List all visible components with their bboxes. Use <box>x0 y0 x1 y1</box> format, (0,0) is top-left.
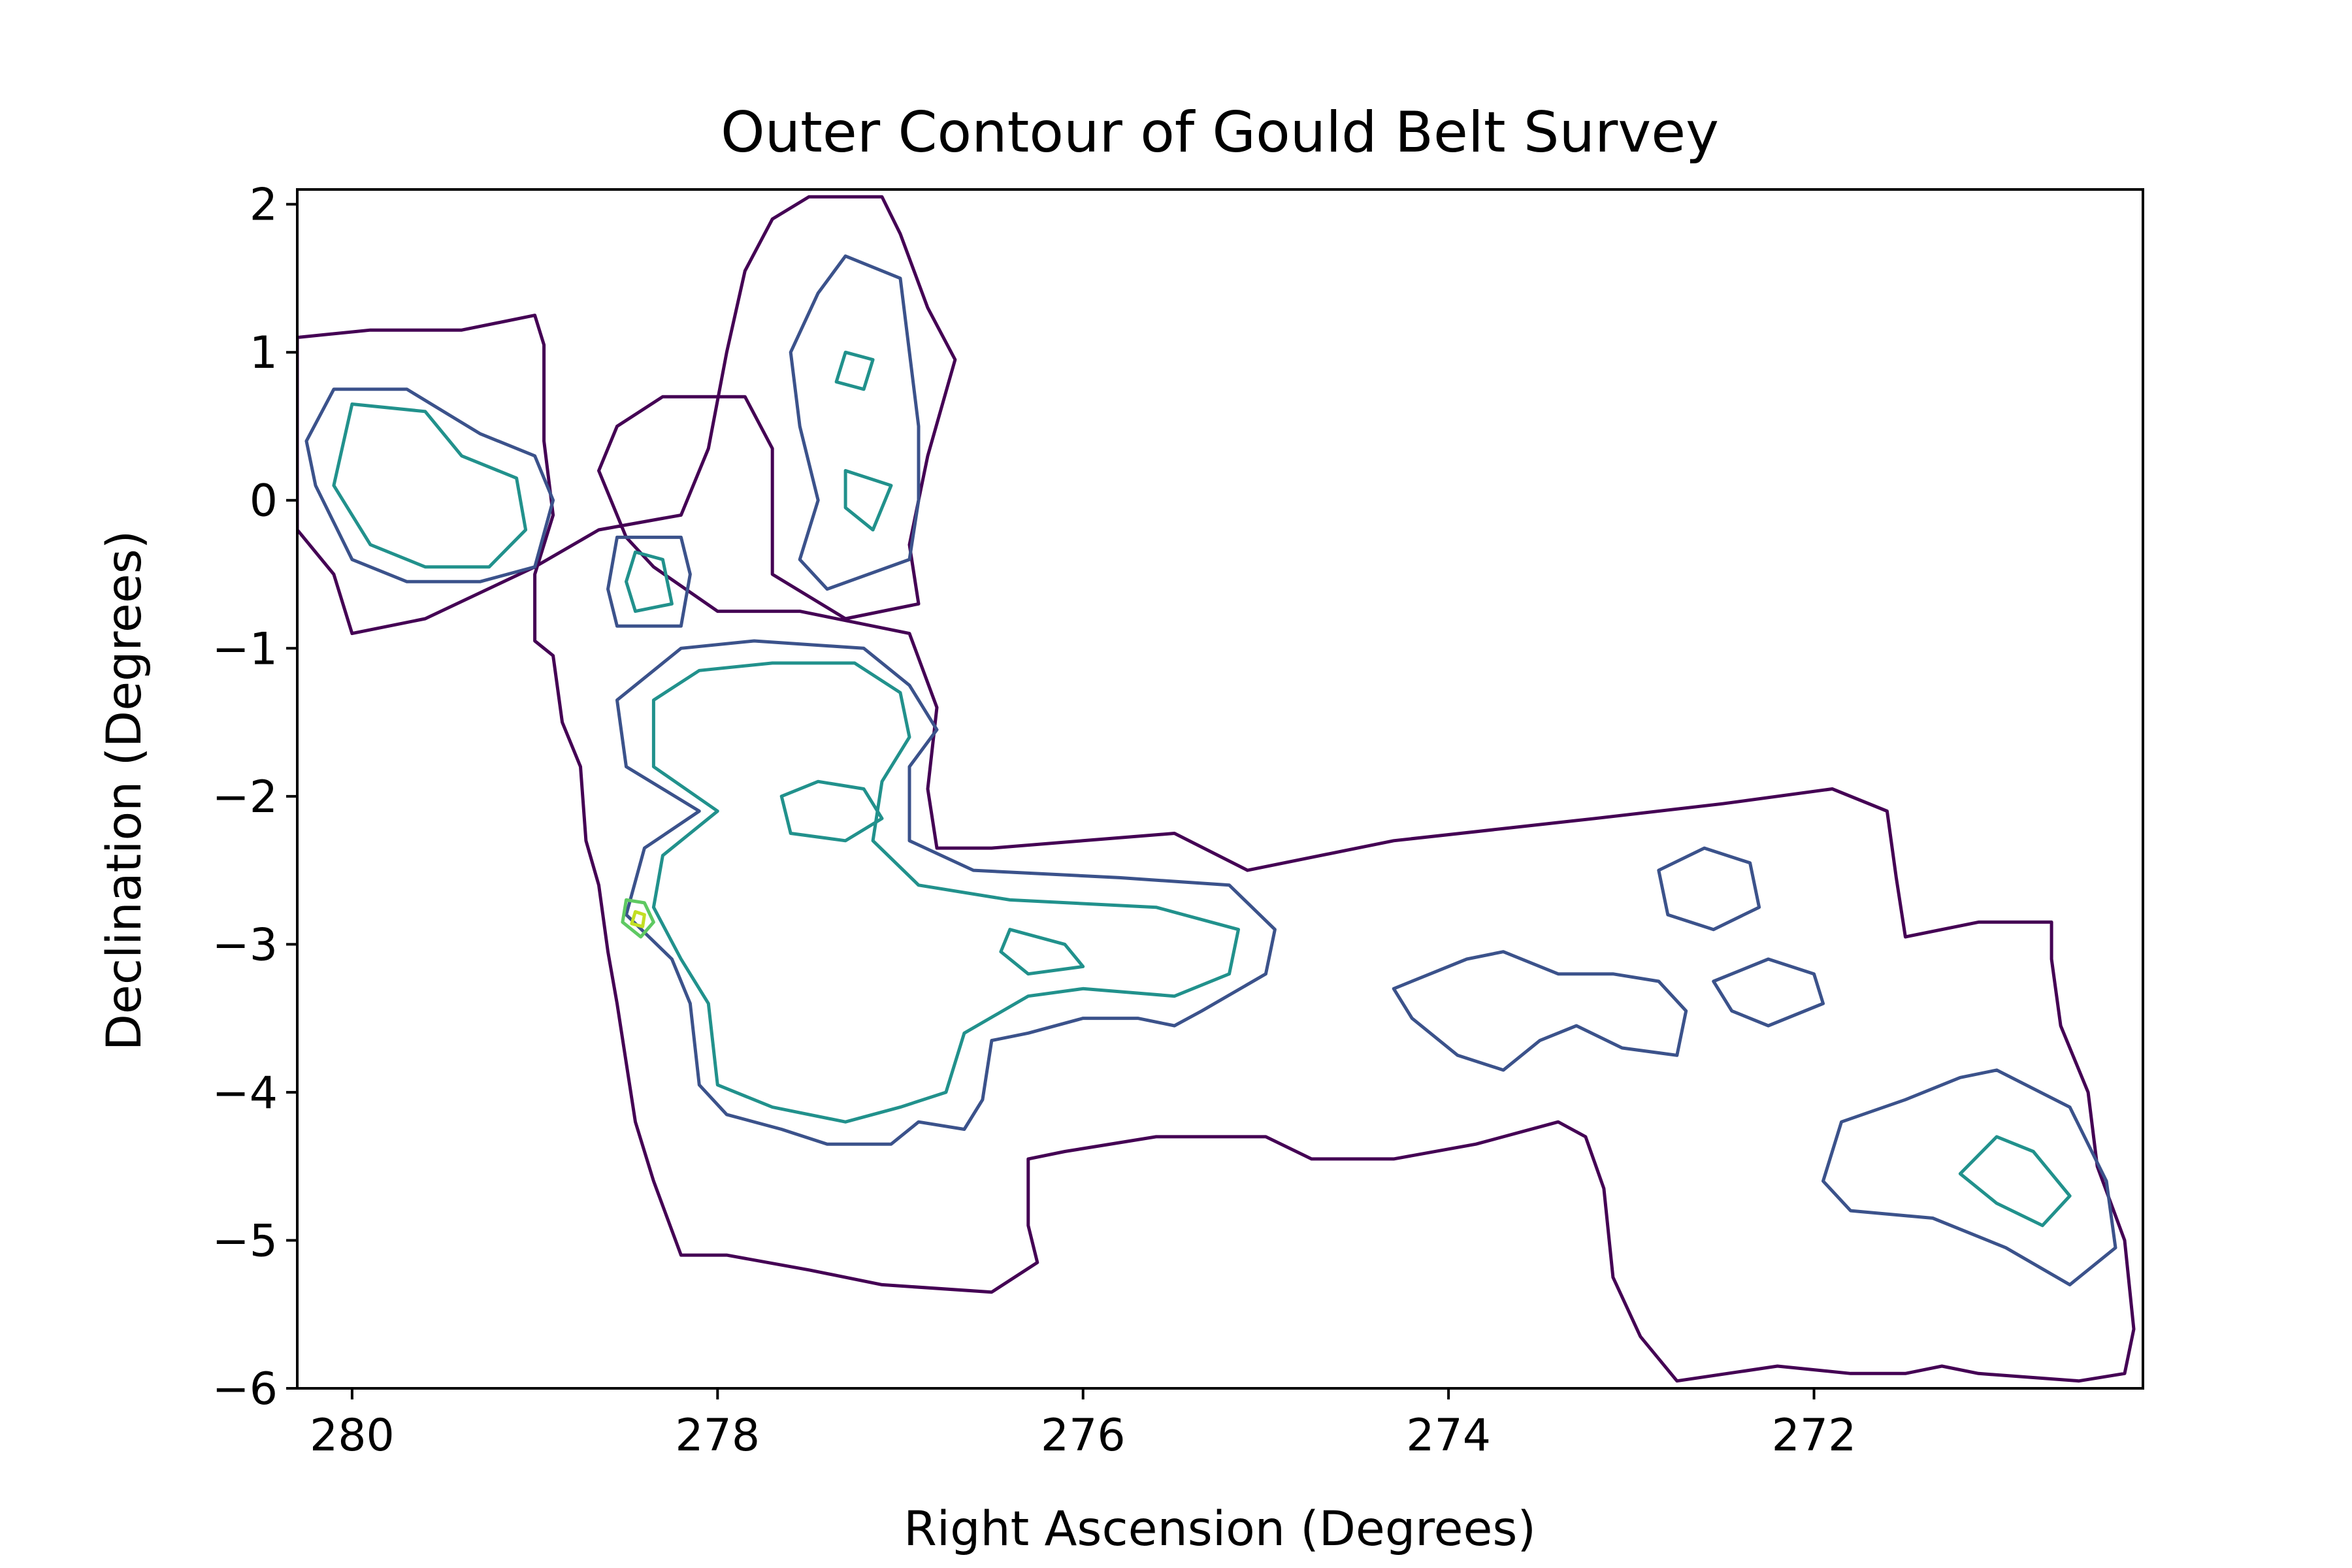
x-axis: 280 278 276 274 272 <box>310 1388 1856 1462</box>
contour-level-1 <box>297 195 2136 1383</box>
x-tick-label: 274 <box>1406 1410 1491 1462</box>
contour-line <box>606 535 692 628</box>
contour-line <box>789 254 921 591</box>
y-tick-label: −3 <box>212 919 278 971</box>
contour-level-3 <box>332 350 2072 1228</box>
x-tick-label: 280 <box>310 1410 395 1462</box>
x-tick-label: 272 <box>1772 1410 1857 1462</box>
y-tick-label: 0 <box>250 476 278 527</box>
y-tick-label: 2 <box>250 180 278 231</box>
contour-line <box>1958 1135 2072 1228</box>
contour-line <box>1657 846 1761 932</box>
chart-title: Outer Contour of Gould Belt Survey <box>721 100 1719 165</box>
y-axis-title: Declination (Degrees) <box>97 531 152 1051</box>
plot-frame <box>296 188 2144 1390</box>
contour-level-4 <box>621 898 655 939</box>
contour-line <box>779 779 884 843</box>
y-axis: 2 1 0 −1 −2 −3 −4 −5 −6 <box>212 180 297 1415</box>
contour-line <box>621 898 655 939</box>
y-tick-label: −2 <box>212 772 278 823</box>
plot-area <box>297 195 2136 1383</box>
contour-line <box>625 550 674 613</box>
y-tick-label: −5 <box>212 1215 278 1267</box>
y-tick-label: −1 <box>212 623 278 675</box>
y-tick-label: −4 <box>212 1068 278 1119</box>
contour-line <box>1712 957 1825 1028</box>
contour-line <box>630 910 646 928</box>
x-tick-label: 276 <box>1041 1410 1126 1462</box>
contour-level-2 <box>304 254 2117 1286</box>
contour-line <box>843 468 893 532</box>
contour-line <box>999 928 1085 976</box>
x-tick-label: 278 <box>675 1410 760 1462</box>
contour-line <box>615 639 1277 1146</box>
contour-line <box>1392 950 1688 1072</box>
contour-line <box>332 402 528 569</box>
y-tick-label: 1 <box>250 327 278 379</box>
contour-line <box>1821 1068 2117 1286</box>
contour-line <box>297 195 2136 1383</box>
contour-line <box>834 350 875 391</box>
y-tick-label: −6 <box>212 1364 278 1415</box>
contour-line <box>304 387 555 583</box>
x-axis-title: Right Ascension (Degrees) <box>904 1501 1536 1557</box>
contour-level-5 <box>630 910 646 928</box>
